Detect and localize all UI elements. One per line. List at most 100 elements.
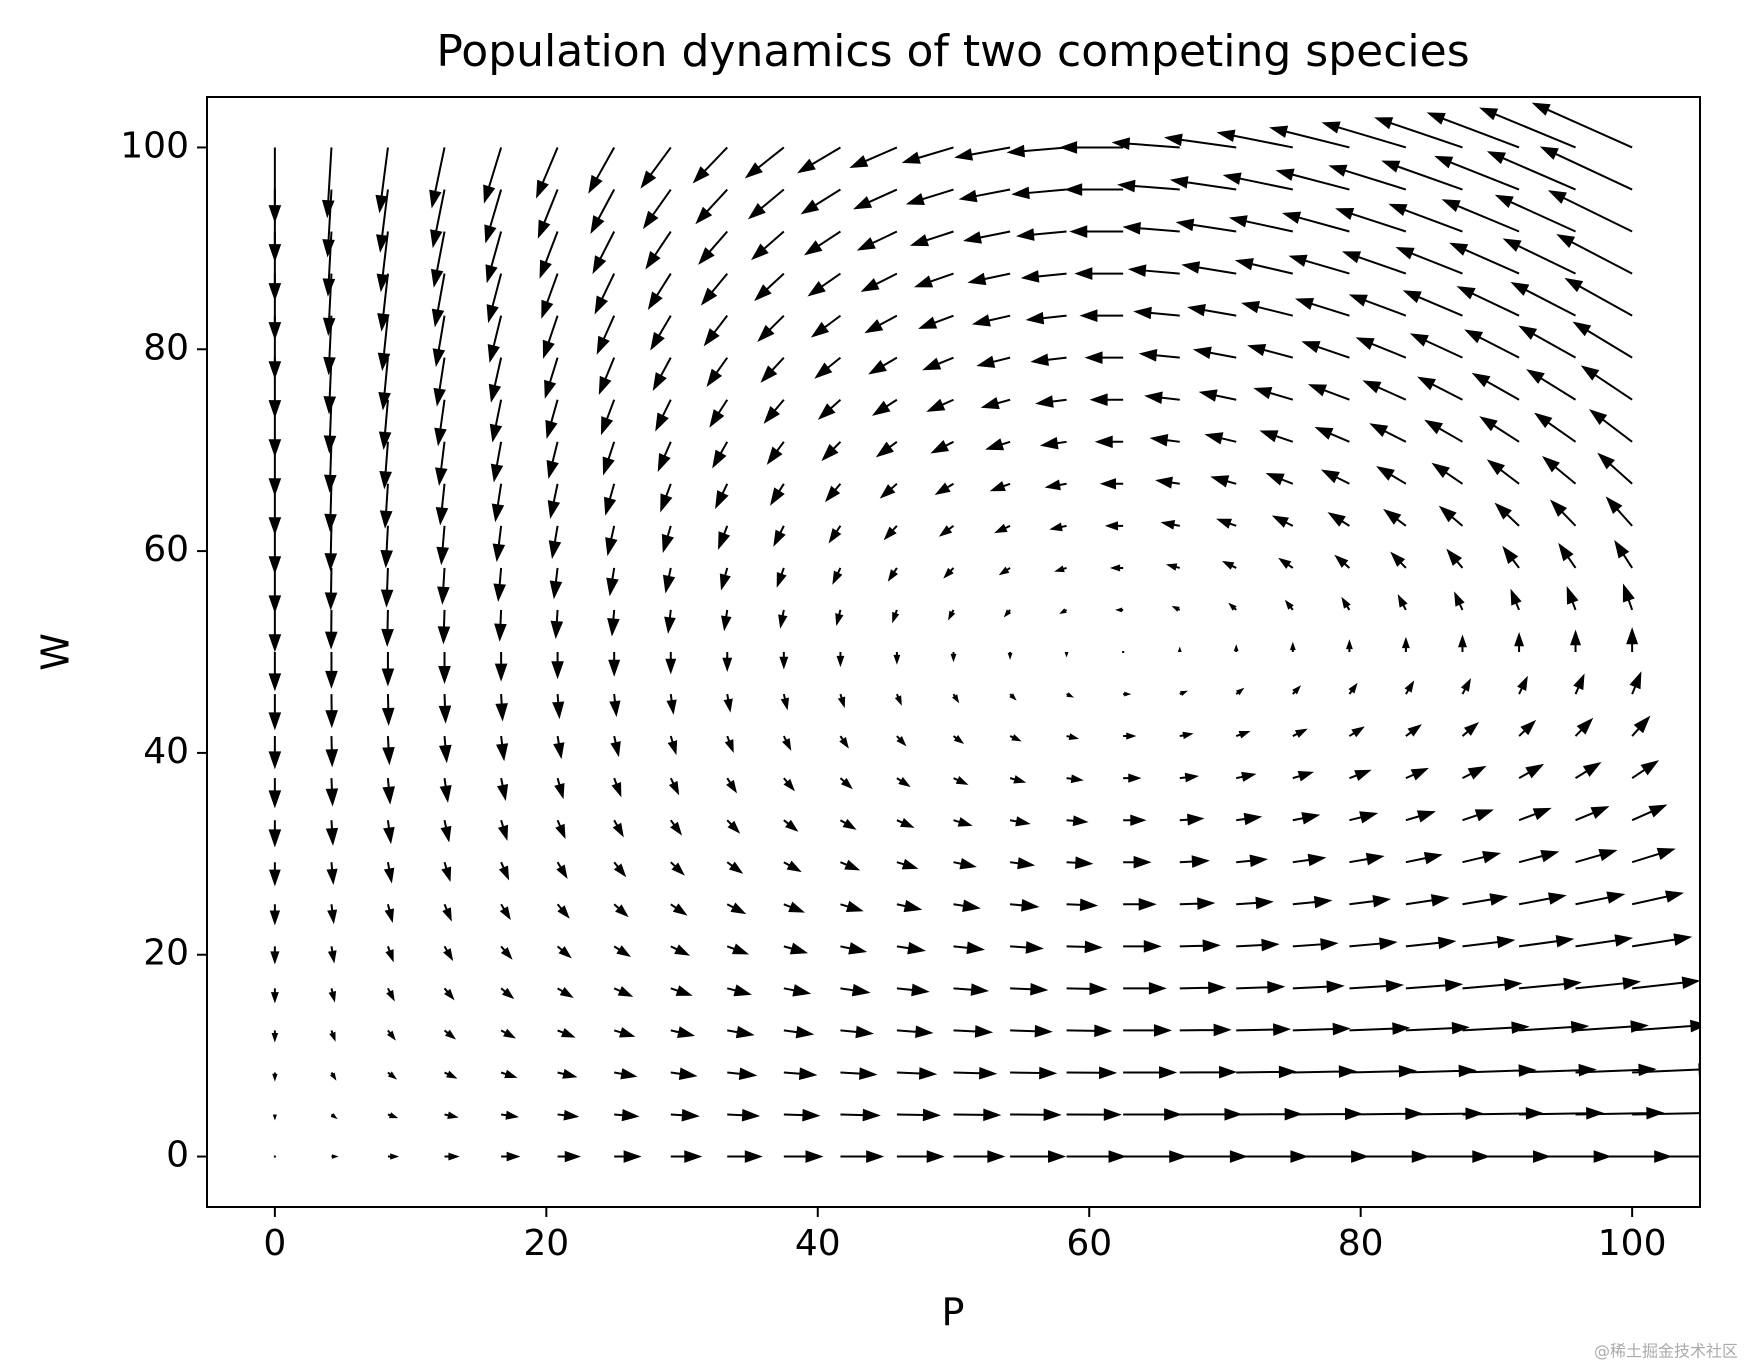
arrow bbox=[497, 819, 509, 841]
arrow bbox=[324, 609, 338, 650]
arrow bbox=[1099, 478, 1124, 490]
arrow bbox=[439, 735, 452, 764]
arrow bbox=[1292, 728, 1308, 738]
arrow bbox=[1462, 978, 1523, 992]
arrow bbox=[1405, 724, 1422, 737]
arrow bbox=[1123, 773, 1142, 783]
arrow bbox=[1345, 639, 1353, 652]
arrow bbox=[380, 567, 394, 608]
arrow bbox=[551, 652, 564, 680]
arrow bbox=[952, 735, 965, 744]
arrow bbox=[1133, 306, 1180, 320]
arrow bbox=[782, 735, 792, 751]
arrow bbox=[1066, 1150, 1127, 1163]
arrow bbox=[754, 272, 785, 302]
arrow bbox=[1580, 365, 1633, 401]
arrow bbox=[950, 652, 957, 663]
arrow bbox=[1123, 691, 1132, 697]
arrow bbox=[1369, 423, 1407, 443]
arrow bbox=[1284, 599, 1294, 611]
arrow bbox=[1089, 393, 1124, 407]
arrow bbox=[1030, 353, 1067, 367]
arrow bbox=[645, 230, 672, 270]
arrow bbox=[1631, 804, 1668, 822]
arrow bbox=[1575, 849, 1618, 864]
arrow bbox=[1573, 673, 1585, 695]
arrow bbox=[934, 482, 955, 496]
arrow bbox=[383, 862, 395, 884]
arrow bbox=[588, 146, 616, 194]
x-tick-label: 80 bbox=[1338, 1223, 1384, 1264]
arrow bbox=[1292, 771, 1315, 782]
arrow bbox=[1035, 395, 1067, 408]
arrow bbox=[556, 903, 570, 919]
arrow bbox=[1007, 652, 1013, 660]
arrow bbox=[268, 652, 282, 692]
arrow bbox=[837, 693, 846, 709]
arrow bbox=[500, 1069, 518, 1079]
arrow bbox=[444, 1152, 460, 1161]
arrow bbox=[1123, 814, 1147, 826]
arrow bbox=[1010, 1150, 1067, 1163]
arrow bbox=[1066, 982, 1108, 996]
arrow bbox=[493, 567, 506, 603]
arrow bbox=[1454, 591, 1465, 611]
arrow bbox=[1020, 270, 1067, 283]
arrow bbox=[1179, 939, 1221, 953]
arrow bbox=[726, 902, 747, 915]
arrow bbox=[647, 273, 672, 311]
arrow bbox=[1236, 812, 1263, 826]
arrow bbox=[660, 483, 673, 513]
arrow bbox=[432, 315, 446, 368]
arrow bbox=[324, 483, 337, 533]
arrow bbox=[757, 314, 785, 343]
arrow bbox=[1314, 426, 1350, 443]
arrow bbox=[1149, 433, 1180, 447]
arrow bbox=[1626, 627, 1639, 652]
arrow bbox=[1117, 179, 1180, 193]
arrow bbox=[655, 399, 672, 432]
arrow bbox=[839, 777, 853, 790]
arrow bbox=[1348, 682, 1358, 695]
arrow bbox=[1446, 548, 1464, 569]
arrow bbox=[329, 1030, 336, 1042]
arrow bbox=[609, 693, 621, 718]
arrow bbox=[726, 777, 738, 794]
arrow bbox=[1010, 982, 1049, 996]
arrow bbox=[1236, 1107, 1303, 1121]
arrow bbox=[377, 315, 391, 372]
arrow bbox=[1632, 1155, 1700, 1158]
arrow bbox=[896, 817, 915, 828]
arrow bbox=[377, 273, 390, 332]
arrow bbox=[1575, 891, 1626, 906]
arrow bbox=[896, 776, 911, 788]
arrow bbox=[864, 314, 898, 334]
arrow bbox=[783, 1025, 815, 1039]
arrow bbox=[1179, 690, 1188, 697]
arrow bbox=[1541, 456, 1577, 485]
arrow bbox=[856, 230, 898, 251]
arrow bbox=[545, 399, 559, 439]
arrow bbox=[1519, 1020, 1590, 1034]
arrow bbox=[1025, 311, 1067, 325]
arrow bbox=[1236, 980, 1286, 994]
arrow bbox=[971, 314, 1011, 327]
arrow bbox=[664, 609, 676, 634]
arrow bbox=[922, 356, 954, 371]
arrow bbox=[953, 899, 981, 912]
arrow bbox=[1566, 586, 1579, 611]
arrow bbox=[953, 983, 990, 996]
arrow bbox=[1127, 264, 1180, 277]
arrow bbox=[486, 273, 503, 324]
arrow bbox=[1341, 596, 1351, 611]
arrow bbox=[1123, 1024, 1172, 1037]
arrow bbox=[1009, 693, 1017, 701]
arrow bbox=[1362, 380, 1407, 401]
arrow bbox=[270, 946, 280, 965]
arrow bbox=[327, 946, 337, 964]
arrow bbox=[896, 1108, 941, 1122]
arrow bbox=[594, 273, 616, 315]
arrow bbox=[776, 567, 787, 588]
arrow bbox=[539, 231, 559, 279]
arrow bbox=[1221, 560, 1237, 570]
